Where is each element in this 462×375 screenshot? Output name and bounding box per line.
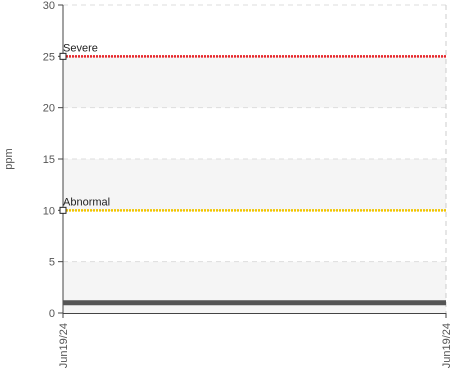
y-tick-label: 30	[43, 0, 55, 12]
grid-band	[63, 5, 446, 57]
y-axis-ticks: 0 5 10 15 20 25 30	[43, 0, 63, 320]
threshold-marker	[59, 52, 67, 60]
y-tick-label: 20	[43, 103, 55, 115]
y-tick-label: 0	[49, 308, 55, 320]
grid-band	[63, 56, 446, 108]
grid-band	[63, 261, 446, 313]
grid-band	[63, 107, 446, 159]
y-tick-label: 5	[49, 257, 55, 269]
y-tick-label: 15	[43, 154, 55, 166]
grid-band	[63, 159, 446, 211]
y-axis-label: ppm	[3, 148, 15, 169]
threshold-label: Severe	[63, 42, 98, 54]
x-tick-label: Jun19/24	[441, 323, 453, 368]
y-tick-label: 25	[43, 51, 55, 63]
threshold-label: Abnormal	[63, 196, 110, 208]
threshold-marker	[59, 206, 67, 214]
x-tick-label: Jun19/24	[58, 323, 70, 368]
y-tick-label: 10	[43, 205, 55, 217]
x-axis-ticks: Jun19/24 Jun19/24	[58, 313, 453, 368]
threshold-lines: Severe Abnormal	[59, 42, 446, 214]
background-bands	[63, 5, 446, 313]
grid-band	[63, 210, 446, 262]
